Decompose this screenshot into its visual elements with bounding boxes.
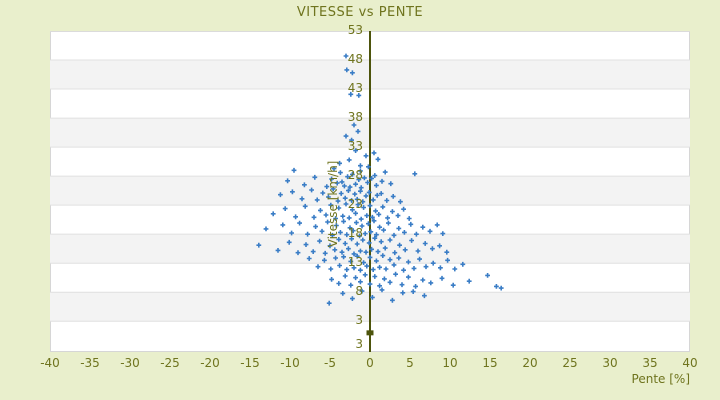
- x-tick-label: -15: [240, 356, 260, 370]
- x-tick-label: 40: [682, 356, 698, 370]
- y-tick-label: 48: [347, 52, 363, 67]
- x-tick-label: -25: [160, 356, 180, 370]
- x-tick-label: -35: [80, 356, 100, 370]
- y-tick-label: 53: [347, 23, 363, 37]
- y-tick-label: 8: [355, 284, 363, 299]
- y-tick-label: 13: [347, 255, 363, 270]
- y-tick-label: 18: [347, 226, 363, 241]
- x-tick-label: 20: [522, 356, 538, 370]
- y-tick-label: 23: [347, 197, 363, 212]
- x-tick-label: 10: [442, 356, 458, 370]
- scatter-points: [256, 53, 504, 306]
- y-tick-label: 33: [347, 139, 363, 154]
- y-tick-label: 38: [347, 110, 363, 125]
- y-tick-label: 43: [347, 81, 363, 96]
- y-tick-label: 28: [347, 168, 363, 183]
- x-tick-label: 5: [406, 356, 414, 370]
- x-tick-label: -30: [120, 356, 140, 370]
- x-axis-title: Pente [%]: [631, 372, 690, 386]
- plot-area: [50, 31, 690, 352]
- x-tick-label: 25: [562, 356, 578, 370]
- x-tick-label: -10: [280, 356, 300, 370]
- x-tick-label: -40: [40, 356, 60, 370]
- x-tick-label: -20: [200, 356, 220, 370]
- x-tick-label: 35: [642, 356, 658, 370]
- x-tick-label: 15: [482, 356, 498, 370]
- x-tick-label: -5: [324, 356, 336, 370]
- y-tick-label: 3: [355, 313, 363, 328]
- x-tick-label: 30: [602, 356, 618, 370]
- y-axis-tick-mark: [366, 330, 374, 336]
- y-axis-bottom-label: 3: [355, 337, 363, 351]
- chart-title: VITESSE vs PENTE: [296, 5, 424, 20]
- x-tick-label: 0: [366, 356, 374, 370]
- scatter-plot-canvas: [50, 31, 690, 352]
